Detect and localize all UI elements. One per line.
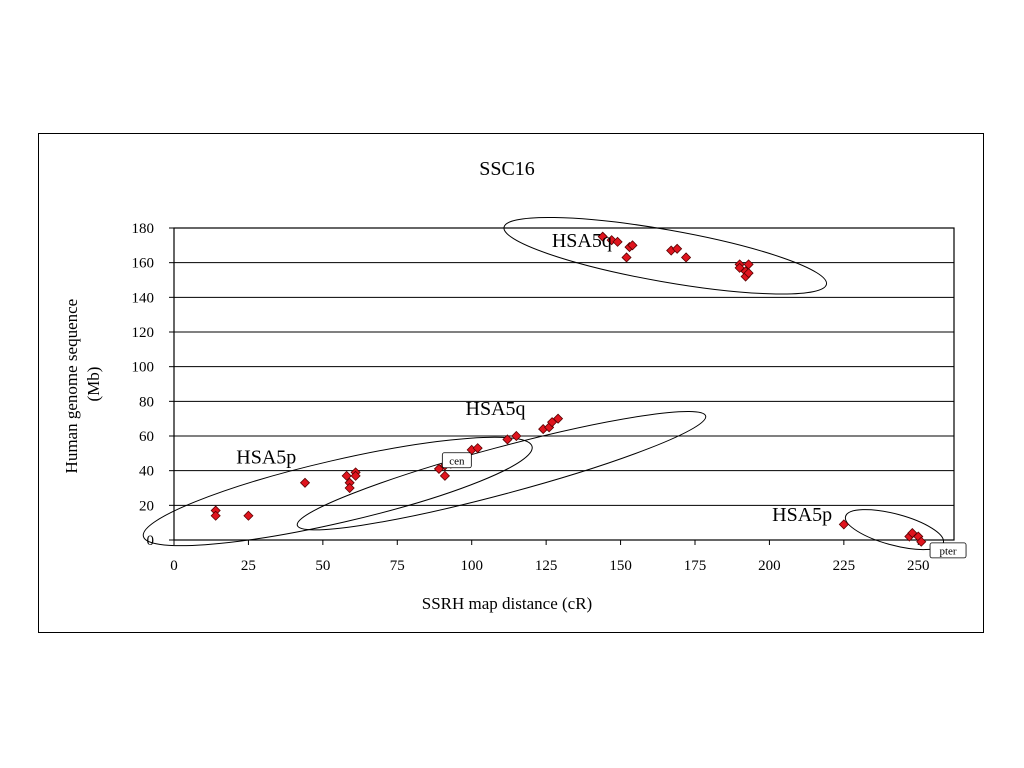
data-point [439, 470, 450, 481]
x-tick-label: 0 [170, 558, 178, 574]
y-tick-label: 20 [139, 498, 154, 514]
y-tick-label: 180 [132, 221, 155, 237]
x-tick-label: 100 [460, 558, 483, 574]
data-point [597, 231, 608, 242]
x-tick-label: 25 [241, 558, 256, 574]
data-point [472, 443, 483, 454]
region-label: HSA5q [552, 230, 612, 252]
data-point [621, 252, 632, 263]
x-tick-label: 225 [833, 558, 856, 574]
y-tick-label: 0 [147, 533, 155, 549]
y-tick-label: 80 [139, 394, 154, 410]
box-label: pter [939, 545, 956, 557]
region-label: HSA5p [236, 447, 296, 469]
data-point [299, 477, 311, 488]
chart-frame: SSC16 SSRH map distance (cR) Human genom… [38, 133, 984, 633]
box-label-frame [441, 452, 472, 469]
data-point [210, 510, 221, 521]
x-tick-label: 50 [315, 558, 330, 574]
y-axis-label-line-1: Human genome sequence [62, 299, 81, 474]
x-tick-label: 250 [907, 558, 930, 574]
y-tick-label: 120 [132, 325, 155, 341]
data-point [344, 482, 355, 494]
group-ellipse [296, 410, 707, 531]
x-axis-label: SSRH map distance (cR) [422, 594, 592, 613]
x-tick-label: 150 [609, 558, 632, 574]
x-tick-label: 200 [758, 558, 781, 574]
x-tick-label: 125 [535, 558, 558, 574]
data-point [743, 268, 754, 279]
annotation-labels: HSA5p HSA5q HSA5q HSA5p cen pter [236, 230, 967, 559]
y-axis-label: Human genome sequence (Mb) [62, 295, 103, 474]
data-point [502, 434, 513, 445]
data-points [210, 231, 927, 547]
y-tick-label: 60 [139, 429, 154, 445]
data-point [916, 536, 927, 547]
data-point [341, 470, 352, 481]
y-tick-label: 100 [132, 360, 155, 376]
region-label: HSA5q [466, 398, 526, 420]
data-point [627, 240, 638, 251]
group-ellipse [142, 436, 533, 547]
data-point [612, 236, 623, 247]
x-tick-label: 75 [390, 558, 405, 574]
group-ellipse [503, 216, 828, 295]
data-point [672, 243, 683, 254]
data-point [680, 252, 692, 263]
x-tick-label: 175 [684, 558, 707, 574]
tick-labels: 0 20 40 60 80 100 120 140 160 180 0 25 50 75 100 125 150… [132, 221, 930, 574]
y-axis-label-line-2: (Mb) [84, 367, 103, 402]
data-point [743, 259, 754, 270]
group-ellipses [142, 216, 945, 551]
data-point [838, 519, 849, 530]
data-point [243, 510, 254, 521]
y-tick-label: 40 [139, 464, 154, 480]
data-point [511, 430, 522, 442]
plot-area-border [173, 227, 955, 541]
data-point [552, 413, 564, 424]
y-tick-label: 160 [132, 256, 155, 272]
box-label-frame [929, 542, 967, 559]
chart-title: SSC16 [479, 158, 535, 180]
box-label: cen [449, 455, 465, 467]
scatter-chart: SSC16 SSRH map distance (cR) Human genom… [62, 158, 967, 613]
region-label: HSA5p [772, 504, 832, 526]
gridlines [169, 227, 955, 545]
y-tick-label: 140 [132, 290, 155, 306]
data-point [350, 470, 361, 481]
